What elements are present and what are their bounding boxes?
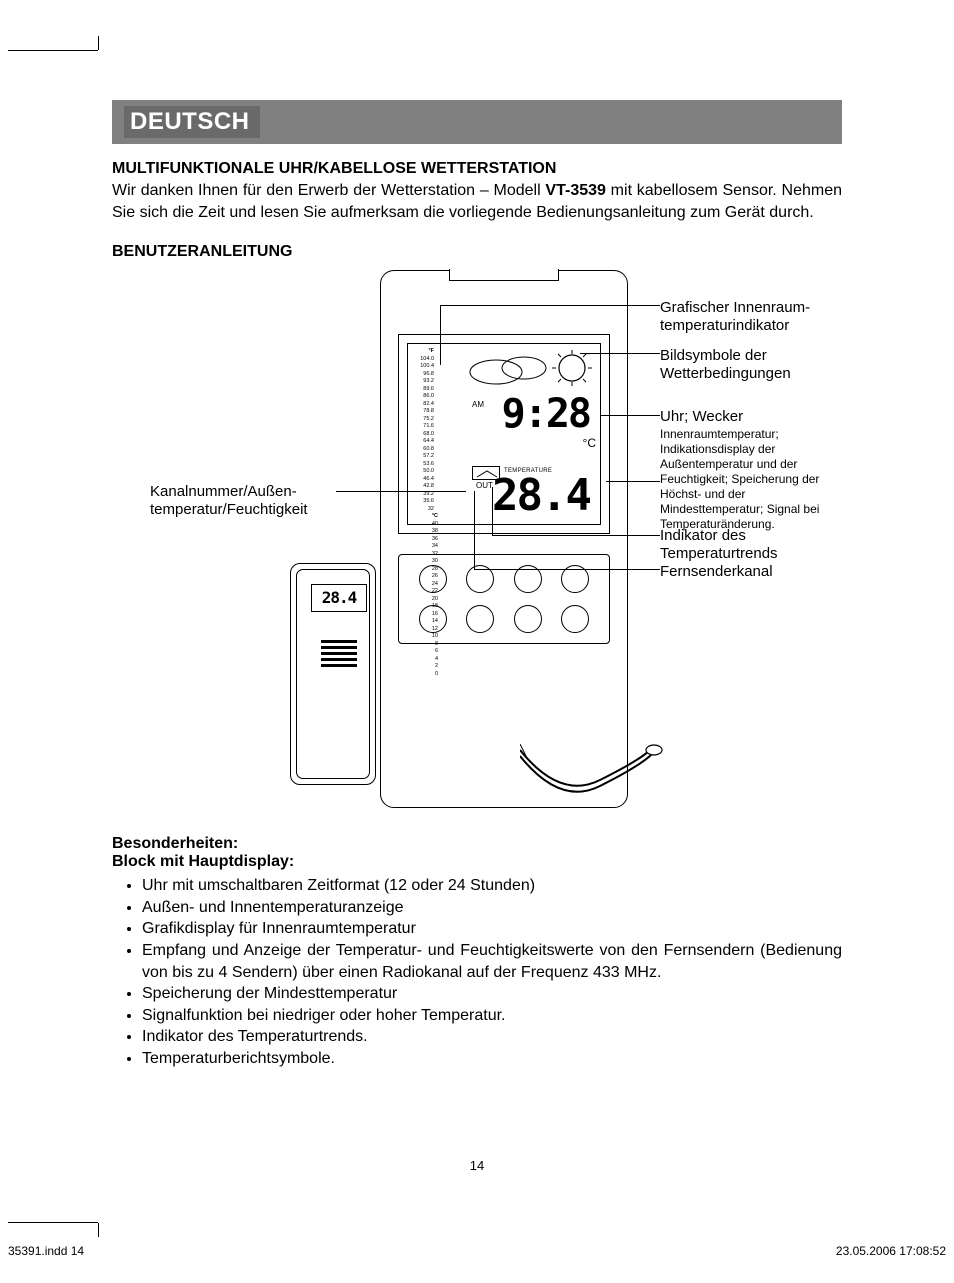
feature-item: Empfang und Anzeige der Temperatur- und … xyxy=(142,940,842,983)
section-title: MULTIFUNKTIONALE UHR/KABELLOSE WETTERSTA… xyxy=(112,160,842,178)
button-2[interactable] xyxy=(466,565,494,593)
button-1[interactable] xyxy=(419,565,447,593)
button-6[interactable] xyxy=(466,605,494,633)
feature-item: Außen- und Innentemperaturanzeige xyxy=(142,897,842,919)
label-grafischer: Grafischer Innenraum-temperaturindikator xyxy=(660,299,840,335)
label-fernsender: Fernsenderkanal xyxy=(660,563,840,581)
feature-item: Grafikdisplay für Innenraumtemperatur xyxy=(142,918,842,940)
button-5[interactable] xyxy=(419,605,447,633)
features-subheading: Block mit Hauptdisplay: xyxy=(112,853,842,871)
label-innenraum: Innenraumtemperatur; Indikationsdisplay … xyxy=(660,427,848,532)
button-3[interactable] xyxy=(514,565,542,593)
feature-item: Uhr mit umschaltbaren Zeitformat (12 ode… xyxy=(142,875,842,897)
weather-station: °F104.0100.496.893.289.686.082.478.875.2… xyxy=(380,270,628,808)
sensor-temp-display: 28.4 xyxy=(312,585,366,611)
button-8[interactable] xyxy=(561,605,589,633)
feature-item: Temperaturberichtsymbole. xyxy=(142,1048,842,1070)
label-kanal: Kanalnummer/Außen-temperatur/Feuchtigkei… xyxy=(150,483,336,519)
weather-icon xyxy=(462,348,592,390)
language-banner: DEUTSCH xyxy=(112,100,842,144)
model-number: VT-3539 xyxy=(545,182,605,199)
features-heading: Besonderheiten: xyxy=(112,835,842,853)
features-list: Uhr mit umschaltbaren Zeitformat (12 ode… xyxy=(112,875,842,1069)
subtitle: BENUTZERANLEITUNG xyxy=(112,243,842,261)
label-uhr: Uhr; Wecker xyxy=(660,408,840,426)
temp-display: 28.4 xyxy=(492,474,590,518)
label-bildsymbole: Bildsymbole der Wetterbedingungen xyxy=(660,347,840,383)
time-display: 9:28 xyxy=(502,394,590,434)
sensor-lcd: 28.4 xyxy=(311,584,367,612)
language-label: DEUTSCH xyxy=(124,106,260,138)
feature-item: Speicherung der Mindesttemperatur xyxy=(142,983,842,1005)
intro-text: Wir danken Ihnen für den Erwerb der Wett… xyxy=(112,180,842,223)
main-lcd: °F104.0100.496.893.289.686.082.478.875.2… xyxy=(398,334,610,534)
button-panel xyxy=(398,554,610,644)
remote-sensor: 28.4 xyxy=(290,563,376,785)
device-diagram: Grafischer Innenraum-temperaturindikator… xyxy=(112,265,842,825)
button-7[interactable] xyxy=(514,605,542,633)
feature-item: Signalfunktion bei niedriger oder hoher … xyxy=(142,1005,842,1027)
out-label: OUT xyxy=(476,481,493,490)
feature-item: Indikator des Temperaturtrends. xyxy=(142,1026,842,1048)
temp-unit: °C xyxy=(583,436,596,450)
thermo-scale: °F104.0100.496.893.289.686.082.478.875.2… xyxy=(414,348,458,504)
label-indikator: Indikator des Temperaturtrends xyxy=(660,527,848,563)
button-4[interactable] xyxy=(561,565,589,593)
sensor-cable xyxy=(520,740,670,800)
footer-filename: 35391.indd 14 xyxy=(8,1244,84,1258)
am-indicator: AM xyxy=(472,400,484,409)
sensor-grille xyxy=(321,640,357,668)
footer-timestamp: 23.05.2006 17:08:52 xyxy=(836,1244,946,1258)
page-number: 14 xyxy=(470,1158,484,1173)
